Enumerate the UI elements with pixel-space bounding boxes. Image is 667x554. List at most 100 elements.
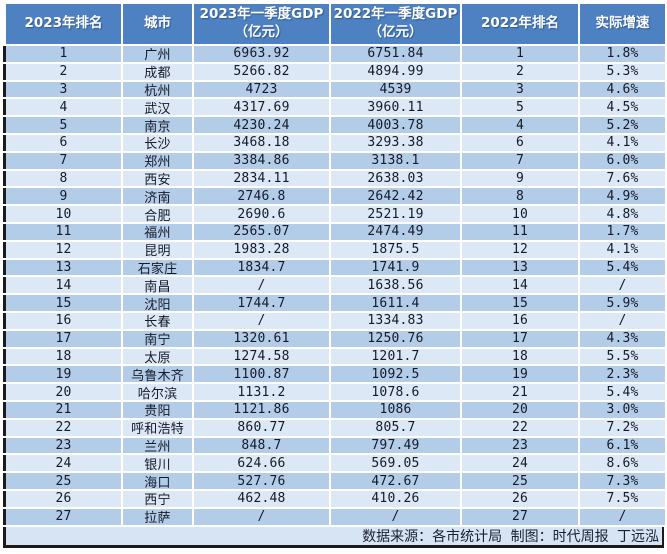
- cell-gdp-2022: 1875.5: [331, 241, 460, 258]
- cell-city: 福州: [123, 223, 192, 240]
- cell-rank-2022: 11: [462, 223, 578, 240]
- cell-rank-2022: 25: [462, 473, 578, 489]
- cell-growth-rate: 5.4%: [580, 384, 665, 400]
- cell-rank-2023: 22: [6, 419, 121, 436]
- cell-rank-2023: 17: [6, 330, 121, 347]
- column-header-rank-2023: 2023年排名: [6, 4, 121, 44]
- cell-gdp-2022: 2642.42: [331, 188, 460, 205]
- cell-rank-2022: 26: [462, 490, 578, 507]
- cell-city: 沈阳: [123, 295, 192, 311]
- table-row: 11 福州 2565.07 2474.49 11 1.7%: [3, 223, 665, 240]
- cell-gdp-2023: 1744.7: [194, 295, 329, 311]
- table-row: 24 银川 624.66 569.05 24 8.6%: [3, 455, 665, 472]
- cell-growth-rate: 5.2%: [580, 117, 665, 133]
- cell-rank-2022: 15: [462, 295, 578, 311]
- table-row: 8 西安 2834.11 2638.03 9 7.6%: [3, 170, 665, 187]
- cell-gdp-2023: 3384.86: [194, 152, 329, 169]
- cell-city: 成都: [123, 63, 192, 80]
- cell-city: 南宁: [123, 330, 192, 347]
- cell-city: 武汉: [123, 99, 192, 116]
- cell-rank-2022: 5: [462, 99, 578, 116]
- cell-rank-2023: 24: [6, 455, 121, 472]
- cell-rank-2023: 19: [6, 366, 121, 383]
- cell-gdp-2022: 410.26: [331, 490, 460, 507]
- cell-rank-2022: 13: [462, 259, 578, 276]
- cell-growth-rate: 4.9%: [580, 188, 665, 205]
- cell-gdp-2022: 4539: [331, 81, 460, 98]
- cell-rank-2022: 18: [462, 348, 578, 365]
- cell-gdp-2023: 462.48: [194, 490, 329, 507]
- cell-rank-2022: 6: [462, 134, 578, 151]
- cell-rank-2022: 7: [462, 152, 578, 169]
- cell-city: 银川: [123, 455, 192, 472]
- cell-growth-rate: 3.0%: [580, 401, 665, 418]
- cell-gdp-2022: 1250.76: [331, 330, 460, 347]
- cell-gdp-2022: 3960.11: [331, 99, 460, 116]
- cell-gdp-2023: 860.77: [194, 419, 329, 436]
- cell-rank-2023: 6: [6, 134, 121, 151]
- cell-growth-rate: 6.1%: [580, 437, 665, 454]
- cell-rank-2023: 1: [6, 46, 121, 62]
- table-header-row: 2023年排名 城市 2023年一季度GDP（亿元） 2022年一季度GDP（亿…: [3, 4, 665, 44]
- cell-city: 合肥: [123, 206, 192, 222]
- cell-rank-2022: 1: [462, 46, 578, 62]
- cell-rank-2022: 8: [462, 188, 578, 205]
- table-row: 22 呼和浩特 860.77 805.7 22 7.2%: [3, 419, 665, 436]
- table-row: 20 哈尔滨 1131.2 1078.6 21 5.4%: [3, 384, 665, 400]
- table-row: 14 南昌 / 1638.56 14 /: [3, 277, 665, 294]
- cell-growth-rate: 4.5%: [580, 99, 665, 116]
- cell-rank-2023: 12: [6, 241, 121, 258]
- cell-rank-2023: 26: [6, 490, 121, 507]
- cell-growth-rate: /: [580, 277, 665, 294]
- cell-rank-2023: 21: [6, 401, 121, 418]
- cell-city: 西宁: [123, 490, 192, 507]
- cell-city: 西安: [123, 170, 192, 187]
- cell-rank-2022: 21: [462, 384, 578, 400]
- table-row: 3 杭州 4723 4539 3 4.6%: [3, 81, 665, 98]
- cell-growth-rate: 1.7%: [580, 223, 665, 240]
- table-row: 9 济南 2746.8 2642.42 8 4.9%: [3, 188, 665, 205]
- cell-gdp-2023: 2690.6: [194, 206, 329, 222]
- cell-city: 呼和浩特: [123, 419, 192, 436]
- cell-rank-2023: 8: [6, 170, 121, 187]
- cell-city: 长春: [123, 312, 192, 329]
- cell-gdp-2023: 4230.24: [194, 117, 329, 133]
- column-header-rank-2022: 2022年排名: [462, 4, 578, 44]
- cell-rank-2023: 9: [6, 188, 121, 205]
- table-row: 15 沈阳 1744.7 1611.4 15 5.9%: [3, 295, 665, 311]
- table-row: 27 拉萨 / / 27 /: [3, 508, 665, 525]
- cell-gdp-2022: 2521.19: [331, 206, 460, 222]
- cell-growth-rate: 7.6%: [580, 170, 665, 187]
- cell-growth-rate: 7.2%: [580, 419, 665, 436]
- cell-rank-2022: 20: [462, 401, 578, 418]
- cell-gdp-2022: 797.49: [331, 437, 460, 454]
- table-body: 1 广州 6963.92 6751.84 1 1.8% 2 成都 5266.82…: [3, 46, 665, 525]
- cell-gdp-2022: 472.67: [331, 473, 460, 489]
- table-row: 19 乌鲁木齐 1100.87 1092.5 19 2.3%: [3, 366, 665, 383]
- cell-growth-rate: 5.9%: [580, 295, 665, 311]
- cell-gdp-2022: 569.05: [331, 455, 460, 472]
- cell-gdp-2022: /: [331, 508, 460, 525]
- table-row: 17 南宁 1320.61 1250.76 17 4.3%: [3, 330, 665, 347]
- cell-city: 南昌: [123, 277, 192, 294]
- cell-gdp-2022: 1611.4: [331, 295, 460, 311]
- cell-rank-2023: 11: [6, 223, 121, 240]
- cell-rank-2023: 10: [6, 206, 121, 222]
- cell-rank-2023: 15: [6, 295, 121, 311]
- cell-rank-2023: 18: [6, 348, 121, 365]
- cell-city: 哈尔滨: [123, 384, 192, 400]
- cell-rank-2023: 16: [6, 312, 121, 329]
- cell-city: 贵阳: [123, 401, 192, 418]
- cell-growth-rate: 8.6%: [580, 455, 665, 472]
- cell-growth-rate: 5.4%: [580, 259, 665, 276]
- cell-gdp-2022: 2638.03: [331, 170, 460, 187]
- cell-rank-2023: 13: [6, 259, 121, 276]
- cell-gdp-2022: 1334.83: [331, 312, 460, 329]
- cell-city: 广州: [123, 46, 192, 62]
- cell-gdp-2023: 848.7: [194, 437, 329, 454]
- cell-gdp-2023: 1834.7: [194, 259, 329, 276]
- cell-rank-2022: 22: [462, 419, 578, 436]
- table-row: 21 贵阳 1121.86 1086 20 3.0%: [3, 401, 665, 418]
- column-header-growth-rate: 实际增速: [580, 4, 665, 44]
- cell-city: 昆明: [123, 241, 192, 258]
